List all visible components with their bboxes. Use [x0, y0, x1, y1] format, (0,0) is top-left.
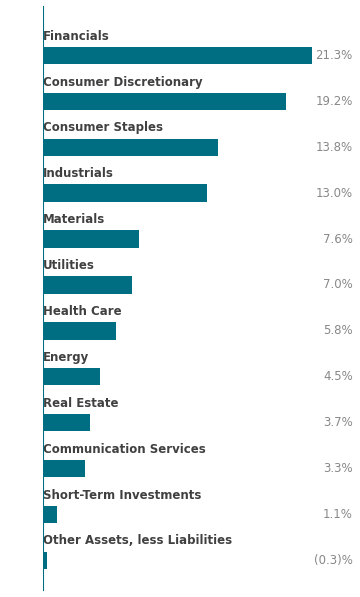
Text: 3.3%: 3.3% [323, 462, 353, 475]
Text: Consumer Staples: Consumer Staples [43, 121, 163, 134]
Text: 7.6%: 7.6% [323, 233, 353, 245]
Text: 21.3%: 21.3% [316, 49, 353, 62]
Bar [43, 460, 85, 477]
Text: 3.7%: 3.7% [323, 416, 353, 429]
Text: 1.1%: 1.1% [323, 508, 353, 521]
Bar [43, 322, 117, 340]
Bar [43, 276, 132, 294]
Text: 5.8%: 5.8% [323, 324, 353, 337]
Text: 13.0%: 13.0% [316, 187, 353, 199]
Text: Real Estate: Real Estate [43, 397, 119, 410]
Text: Other Assets, less Liabilities: Other Assets, less Liabilities [43, 534, 232, 547]
Bar [43, 184, 207, 202]
Text: Industrials: Industrials [43, 167, 114, 180]
Bar [43, 414, 90, 432]
Bar [43, 368, 100, 386]
Text: 7.0%: 7.0% [323, 278, 353, 291]
Text: Utilities: Utilities [43, 259, 95, 272]
Text: (0.3)%: (0.3)% [314, 554, 353, 567]
Text: Consumer Discretionary: Consumer Discretionary [43, 76, 203, 88]
Bar [43, 139, 217, 156]
Bar [43, 47, 312, 64]
Text: 4.5%: 4.5% [323, 370, 353, 383]
Text: Materials: Materials [43, 213, 105, 226]
Text: Financials: Financials [43, 30, 110, 42]
Bar [43, 552, 47, 569]
Text: 13.8%: 13.8% [316, 141, 353, 154]
Bar [43, 230, 139, 248]
Bar [43, 506, 57, 523]
Text: Communication Services: Communication Services [43, 442, 206, 456]
Text: Short-Term Investments: Short-Term Investments [43, 488, 202, 501]
Text: Health Care: Health Care [43, 305, 122, 318]
Bar [43, 93, 286, 110]
Text: 19.2%: 19.2% [315, 95, 353, 108]
Text: Energy: Energy [43, 351, 89, 364]
